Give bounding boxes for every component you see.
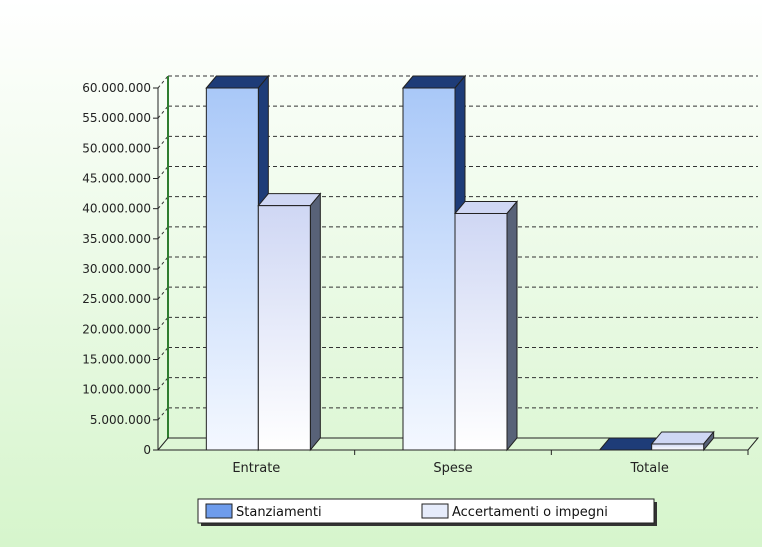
bar-front-face bbox=[454, 212, 508, 451]
y-tick-label: 15.000.000 bbox=[82, 353, 151, 367]
gridline-depth bbox=[157, 407, 169, 421]
y-tick-label: 20.000.000 bbox=[82, 322, 151, 336]
legend-swatch bbox=[205, 503, 233, 519]
gridline-depth bbox=[157, 317, 169, 330]
bar-top-face bbox=[401, 75, 467, 89]
gridline-depth bbox=[157, 377, 169, 390]
y-tick-label: 45.000.000 bbox=[82, 172, 151, 186]
legend-swatch bbox=[421, 503, 449, 519]
y-tick-label: 50.000.000 bbox=[82, 141, 151, 155]
y-tick-label: 25.000.000 bbox=[82, 292, 151, 306]
gridline-depth bbox=[157, 136, 169, 149]
gridline-depth bbox=[157, 226, 169, 240]
bar-front-face bbox=[257, 205, 311, 451]
bar bbox=[257, 192, 322, 452]
y-tick-label: 60.000.000 bbox=[82, 81, 151, 95]
bar-side-face bbox=[506, 200, 518, 452]
bar-top-face bbox=[205, 75, 270, 89]
bar-top-face bbox=[453, 200, 519, 214]
bar-front-face bbox=[205, 87, 259, 451]
gridline-depth bbox=[157, 286, 169, 300]
bar-top-face bbox=[257, 193, 322, 207]
gridline-depth bbox=[157, 347, 169, 360]
y-tick-label: 30.000.000 bbox=[82, 262, 151, 276]
bar-top-face bbox=[650, 431, 715, 445]
gridline-depth bbox=[157, 196, 169, 209]
x-category-label: Entrate bbox=[232, 461, 280, 476]
y-tick-label: 0 bbox=[143, 443, 151, 457]
gridline-depth bbox=[157, 256, 169, 270]
bar bbox=[453, 200, 519, 452]
gridline-depth bbox=[157, 166, 169, 179]
y-tick-label: 10.000.000 bbox=[82, 383, 151, 397]
bar bbox=[205, 74, 270, 452]
x-category-label: Totale bbox=[629, 461, 668, 476]
x-category-label: Spese bbox=[433, 461, 472, 476]
gridline-depth bbox=[157, 75, 169, 89]
bar-front-face bbox=[402, 87, 456, 451]
bar bbox=[650, 430, 715, 452]
bar-front-face bbox=[651, 443, 705, 451]
bar-side-face bbox=[309, 192, 321, 452]
y-tick-label: 40.000.000 bbox=[82, 202, 151, 216]
y-tick-label: 5.000.000 bbox=[90, 413, 151, 427]
y-tick-label: 35.000.000 bbox=[82, 232, 151, 246]
legend-label: Accertamenti o impegni bbox=[452, 505, 608, 520]
gridline-depth bbox=[157, 105, 169, 119]
y-tick-label: 55.000.000 bbox=[82, 111, 151, 125]
legend-label: Stanziamenti bbox=[236, 505, 322, 520]
